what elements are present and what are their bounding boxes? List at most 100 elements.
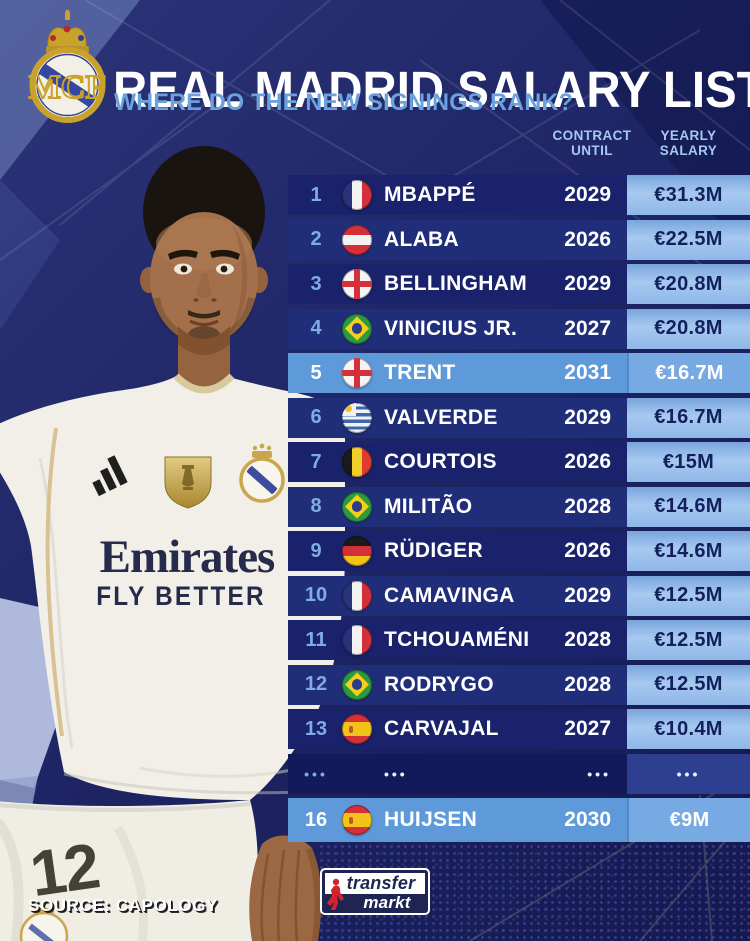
- contract-until-value: 2027: [564, 316, 611, 340]
- table-row: 12 RODRYGO 2028 €12.5M: [288, 664, 750, 705]
- player-cell: 16 HUIJSEN 2030: [288, 798, 627, 842]
- spain-flag-icon: [342, 714, 372, 744]
- rank-label: 4: [310, 317, 322, 339]
- jersey-crest-icon: [239, 443, 285, 503]
- salary-value: €12.5M: [627, 620, 750, 660]
- rank-label: •••: [304, 765, 328, 782]
- player-name: COURTOIS: [384, 450, 497, 473]
- player-cell: 10 CAMAVINGA 2029: [288, 575, 627, 616]
- transfermarkt-logo-top: transfer: [346, 873, 416, 893]
- rank-label: 8: [310, 495, 322, 517]
- contract-until-value: 2029: [564, 405, 611, 429]
- contract-until-value: 2029: [564, 583, 611, 607]
- table-row: 2 ALABA 2026 €22.5M: [288, 219, 750, 260]
- salary-value: €12.5M: [627, 664, 750, 705]
- contract-until-value: •••: [587, 765, 611, 782]
- shorts-crest-icon: [19, 908, 69, 941]
- player-name: VALVERDE: [384, 405, 498, 429]
- player-name: VINICIUS JR.: [384, 316, 518, 340]
- rank-label: 2: [310, 228, 322, 250]
- rank-label: 10: [304, 584, 328, 606]
- transfermarkt-logo: transfer markt: [322, 870, 428, 913]
- crest-monogram: MCF: [29, 69, 106, 106]
- salary-value: €31.3M: [627, 175, 750, 215]
- spain-flag-icon: [342, 805, 372, 835]
- table-row: ••• ••• ••• •••: [288, 753, 750, 794]
- table-row: 4 VINICIUS JR. 2027 €20.8M: [288, 308, 750, 349]
- rank-label: 5: [310, 361, 322, 384]
- table-row: 11 TCHOUAMÉNI 2028 €12.5M: [288, 620, 750, 660]
- table-row: 3 BELLINGHAM 2029 €20.8M: [288, 264, 750, 304]
- salary-value: €10.4M: [627, 709, 750, 749]
- player-name: CARVAJAL: [384, 717, 499, 740]
- salary-value: €20.8M: [627, 308, 750, 349]
- player-name: RÜDIGER: [384, 539, 483, 562]
- player-name: BELLINGHAM: [384, 272, 527, 295]
- contract-until-value: 2026: [564, 539, 611, 562]
- table-row: 16 HUIJSEN 2030 €9M: [288, 798, 750, 842]
- table-row: 9 RÜDIGER 2026 €14.6M: [288, 531, 750, 571]
- france-flag-icon: [342, 180, 372, 210]
- shorts-number: 12: [26, 829, 103, 910]
- salary-value: €9M: [627, 798, 750, 842]
- real-madrid-crest-logo: MCF: [28, 9, 107, 123]
- salary-value: €14.6M: [627, 486, 750, 527]
- page-title: REAL MADRID SALARY LIST: [113, 61, 750, 119]
- table-row: 10 CAMAVINGA 2029 €12.5M: [288, 575, 750, 616]
- rank-label: 9: [310, 539, 322, 562]
- player-name: TRENT: [384, 361, 456, 384]
- contract-until-value: 2031: [564, 361, 611, 384]
- england-flag-icon: [342, 358, 372, 388]
- player-name: •••: [384, 765, 408, 782]
- adidas-logo-icon: [92, 455, 128, 497]
- uruguay-flag-icon: [342, 402, 372, 433]
- contract-until-value: 2029: [564, 183, 611, 206]
- table-row: 13 CARVAJAL 2027 €10.4M: [288, 709, 750, 749]
- rank-label: 11: [305, 628, 327, 651]
- player-cell: 1 MBAPPÉ 2029: [288, 175, 627, 215]
- player-name: TCHOUAMÉNI: [384, 628, 530, 651]
- rank-label: 12: [304, 673, 328, 695]
- brazil-flag-icon: [342, 491, 372, 522]
- salary-value: €14.6M: [627, 531, 750, 571]
- column-header-salary: YEARLY SALARY: [659, 128, 718, 158]
- player-shorts: 12: [0, 800, 258, 941]
- rank-label: 1: [310, 183, 322, 206]
- player-cell: 2 ALABA 2026: [288, 219, 627, 260]
- player-cell: 12 RODRYGO 2028: [288, 664, 627, 705]
- brazil-flag-icon: [342, 313, 372, 344]
- player-name: CAMAVINGA: [384, 583, 515, 607]
- player-cell: 4 VINICIUS JR. 2027: [288, 308, 627, 349]
- player-cell: 3 BELLINGHAM 2029: [288, 264, 627, 304]
- contract-until-value: 2027: [564, 717, 611, 740]
- salary-value: €16.7M: [627, 397, 750, 438]
- player-cell: ••• ••• •••: [288, 753, 627, 794]
- player-hand: [249, 835, 322, 941]
- france-flag-icon: [342, 625, 372, 655]
- salary-value: •••: [627, 753, 750, 794]
- page-subtitle: WHERE DO THE NEW SIGNINGS RANK?: [114, 89, 574, 116]
- germany-flag-icon: [342, 536, 372, 566]
- player-name: MBAPPÉ: [384, 183, 476, 206]
- player-name: MILITÃO: [384, 494, 473, 518]
- source-credit: SOURCE: CAPOLOGY: [28, 896, 219, 915]
- transfermarkt-logo-bottom: markt: [325, 893, 425, 910]
- contract-until-value: 2026: [564, 227, 611, 251]
- transfermarkt-player-icon: [327, 878, 344, 910]
- rank-label: 13: [304, 717, 328, 740]
- player-cell: 13 CARVAJAL 2027: [288, 709, 627, 749]
- table-row: 8 MILITÃO 2028 €14.6M: [288, 486, 750, 527]
- sponsor-wordmark: Emirates: [100, 531, 275, 583]
- player-jersey: Emirates FLY BETTER: [0, 373, 345, 800]
- salary-value: €16.7M: [627, 353, 750, 393]
- player-cell: 7 COURTOIS 2026: [288, 442, 627, 482]
- salary-value: €15M: [627, 442, 750, 482]
- player-cell: 11 TCHOUAMÉNI 2028: [288, 620, 627, 660]
- salary-value: €12.5M: [627, 575, 750, 616]
- player-name: RODRYGO: [384, 672, 494, 696]
- club-world-champions-badge-icon: [164, 456, 212, 509]
- rank-label: 16: [304, 808, 328, 831]
- player-name: HUIJSEN: [384, 808, 478, 831]
- rank-label: 3: [310, 272, 322, 295]
